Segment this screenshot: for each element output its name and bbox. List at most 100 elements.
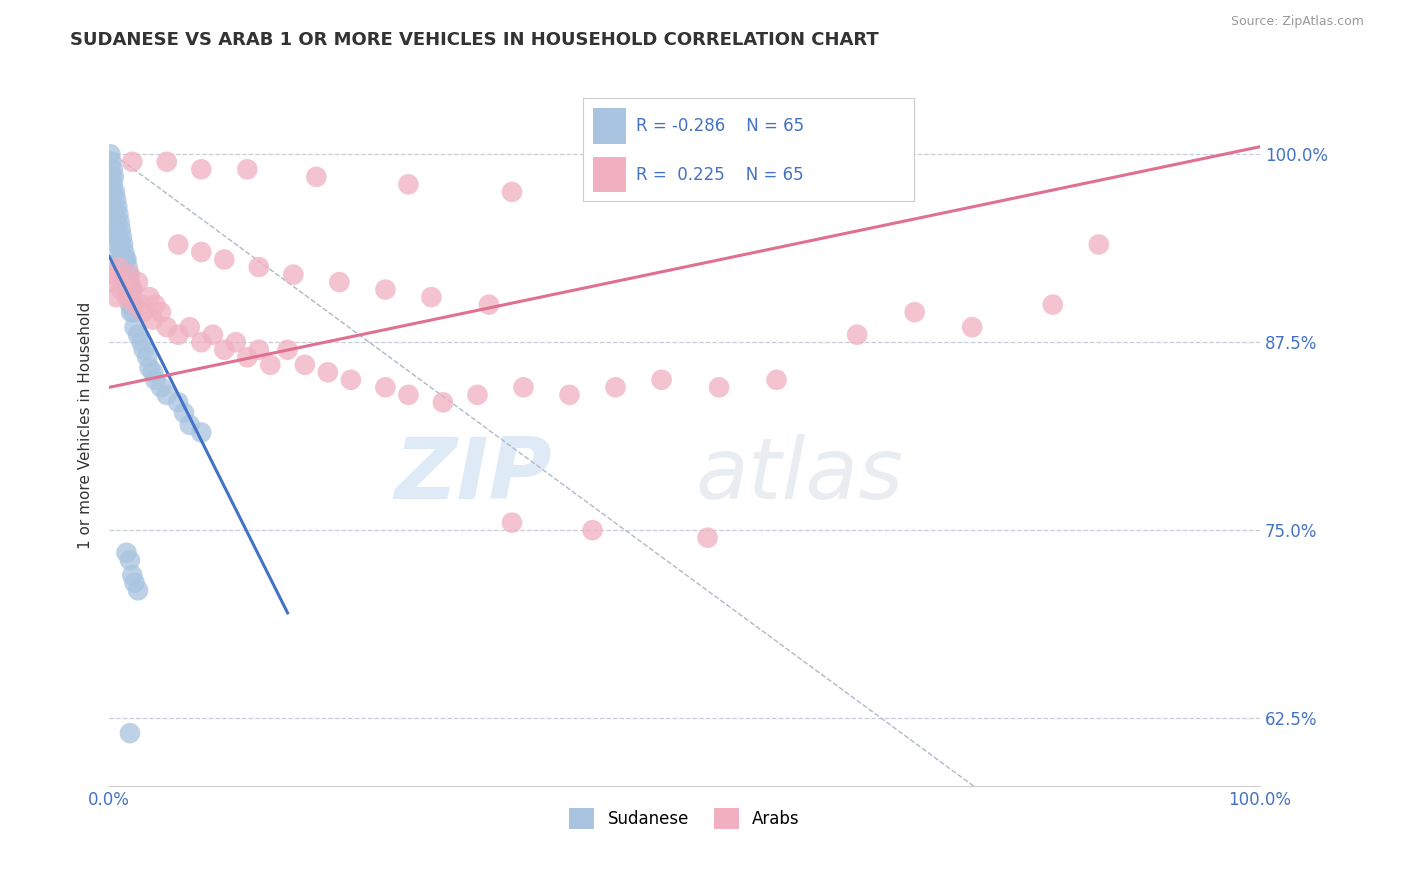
- Point: [328, 275, 350, 289]
- Point: [105, 290, 128, 304]
- Point: [131, 298, 153, 312]
- Point: [156, 388, 179, 402]
- Point: [136, 351, 159, 365]
- Point: [432, 395, 454, 409]
- Text: R = -0.286    N = 65: R = -0.286 N = 65: [637, 118, 804, 136]
- Y-axis label: 1 or more Vehicles in Household: 1 or more Vehicles in Household: [79, 301, 93, 549]
- Point: [110, 252, 132, 267]
- Point: [247, 343, 270, 357]
- Point: [236, 351, 259, 365]
- Point: [117, 283, 139, 297]
- Point: [121, 154, 143, 169]
- Point: [214, 343, 236, 357]
- Point: [115, 268, 138, 282]
- Legend: Sudanese, Arabs: Sudanese, Arabs: [562, 802, 807, 835]
- Point: [108, 245, 131, 260]
- Point: [105, 237, 128, 252]
- Point: [115, 290, 138, 304]
- Point: [396, 388, 419, 402]
- Point: [201, 327, 224, 342]
- Point: [283, 268, 305, 282]
- Point: [305, 169, 328, 184]
- Point: [132, 305, 155, 319]
- Point: [114, 275, 136, 289]
- Point: [190, 245, 212, 260]
- Point: [132, 343, 155, 357]
- Point: [142, 365, 165, 379]
- Bar: [593, 157, 627, 193]
- Point: [150, 305, 173, 319]
- Point: [1087, 237, 1109, 252]
- Point: [104, 207, 127, 221]
- Point: [316, 365, 339, 379]
- Point: [501, 185, 523, 199]
- Point: [179, 417, 201, 432]
- Point: [605, 380, 627, 394]
- Point: [111, 230, 134, 244]
- Point: [396, 178, 419, 192]
- Point: [110, 283, 132, 297]
- Point: [103, 169, 125, 184]
- Text: Source: ZipAtlas.com: Source: ZipAtlas.com: [1230, 15, 1364, 29]
- Point: [340, 373, 363, 387]
- Point: [707, 380, 730, 394]
- Point: [112, 260, 135, 274]
- Point: [374, 380, 396, 394]
- Point: [100, 147, 122, 161]
- Point: [173, 406, 195, 420]
- Point: [112, 268, 135, 282]
- Point: [114, 252, 136, 267]
- Point: [122, 305, 145, 319]
- Point: [120, 283, 142, 297]
- Point: [121, 283, 143, 297]
- Point: [105, 230, 128, 244]
- Point: [190, 335, 212, 350]
- Point: [143, 373, 166, 387]
- Point: [118, 290, 141, 304]
- Point: [167, 395, 190, 409]
- Point: [294, 358, 316, 372]
- Point: [259, 358, 281, 372]
- Point: [765, 373, 787, 387]
- Point: [107, 207, 129, 221]
- Point: [124, 320, 146, 334]
- Text: ZIP: ZIP: [395, 434, 553, 517]
- Point: [127, 583, 149, 598]
- Point: [190, 425, 212, 440]
- Point: [115, 546, 138, 560]
- Bar: [593, 108, 627, 145]
- Point: [118, 726, 141, 740]
- Point: [214, 252, 236, 267]
- Point: [117, 260, 139, 274]
- Point: [131, 335, 153, 350]
- Point: [150, 380, 173, 394]
- Text: atlas: atlas: [696, 434, 904, 517]
- Point: [110, 222, 132, 236]
- Point: [512, 380, 534, 394]
- Point: [501, 516, 523, 530]
- Point: [121, 568, 143, 582]
- Point: [103, 268, 125, 282]
- Point: [190, 162, 212, 177]
- Point: [105, 215, 128, 229]
- Point: [111, 252, 134, 267]
- Point: [467, 388, 489, 402]
- Point: [138, 360, 160, 375]
- Text: SUDANESE VS ARAB 1 OR MORE VEHICLES IN HOUSEHOLD CORRELATION CHART: SUDANESE VS ARAB 1 OR MORE VEHICLES IN H…: [70, 31, 879, 49]
- Point: [374, 283, 396, 297]
- Point: [107, 230, 129, 244]
- Point: [1042, 298, 1064, 312]
- Point: [101, 178, 124, 192]
- Point: [124, 298, 146, 312]
- Point: [277, 343, 299, 357]
- Point: [179, 320, 201, 334]
- Point: [696, 531, 718, 545]
- Point: [120, 305, 142, 319]
- Point: [167, 237, 190, 252]
- Point: [100, 154, 122, 169]
- Point: [101, 162, 124, 177]
- Point: [581, 523, 603, 537]
- Text: R =  0.225    N = 65: R = 0.225 N = 65: [637, 166, 804, 184]
- Point: [112, 275, 135, 289]
- Point: [104, 185, 127, 199]
